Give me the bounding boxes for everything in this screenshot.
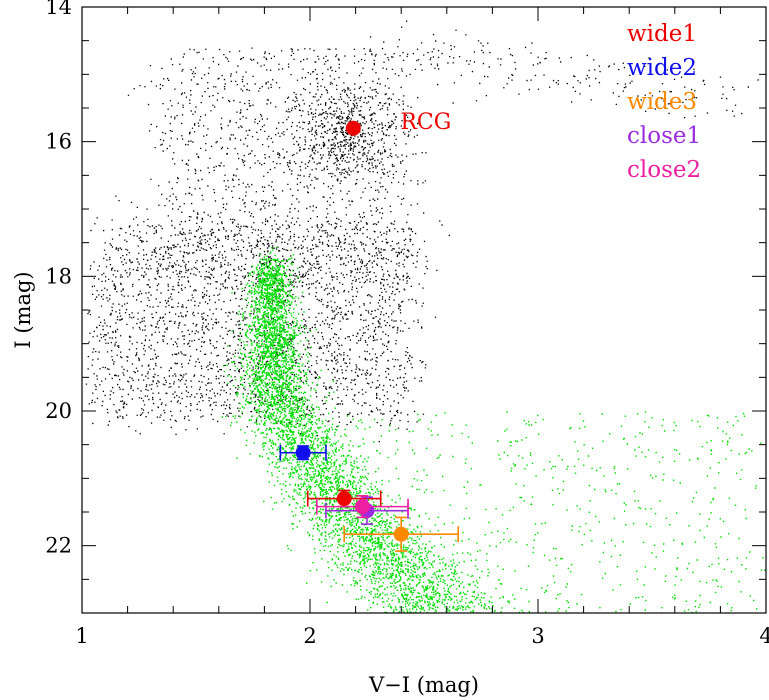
legend-entry-wide3: wide3	[627, 89, 697, 115]
legend-entry-wide2: wide2	[627, 55, 697, 81]
y-tick-labels: 14 16 18 20 22	[45, 0, 72, 558]
y-axis-label: I (mag)	[11, 271, 35, 348]
axis-ticks	[81, 6, 767, 614]
point-wide3	[393, 526, 409, 542]
x-axis-label: V−I (mag)	[368, 673, 479, 697]
legend-entry-wide1: wide1	[627, 21, 697, 47]
marker-close2	[316, 495, 409, 519]
marker-wide3	[343, 516, 460, 552]
data-markers: RCG	[279, 110, 460, 552]
legend-entry-close2: close2	[627, 157, 701, 183]
point-wide1	[336, 491, 352, 507]
x-tick-label: 4	[759, 624, 769, 648]
bulge-stars-ms	[221, 246, 530, 614]
point-wide2	[295, 445, 311, 461]
x-tick-label: 1	[75, 624, 88, 648]
point-RCG	[345, 120, 361, 136]
marker-RCG	[345, 120, 361, 136]
x-tick-label: 2	[303, 624, 316, 648]
y-tick-label: 20	[45, 399, 72, 423]
field-stars-band	[364, 20, 759, 119]
star-dots-layer	[85, 20, 766, 614]
legend: wide1 wide2 wide3 close1 close2	[627, 21, 701, 183]
legend-entry-close1: close1	[627, 123, 701, 149]
y-tick-label: 14	[45, 0, 72, 19]
y-tick-label: 18	[45, 264, 72, 288]
y-tick-label: 16	[45, 130, 72, 154]
x-tick-labels: 1 2 3 4	[75, 624, 769, 648]
annotation-rcg: RCG	[400, 110, 451, 135]
marker-wide2	[279, 444, 327, 461]
y-tick-label: 22	[45, 534, 72, 558]
field-stars-giants	[124, 47, 454, 292]
point-close2	[354, 499, 370, 515]
x-tick-label: 3	[531, 624, 544, 648]
bulge-stars-scatter	[356, 411, 766, 614]
